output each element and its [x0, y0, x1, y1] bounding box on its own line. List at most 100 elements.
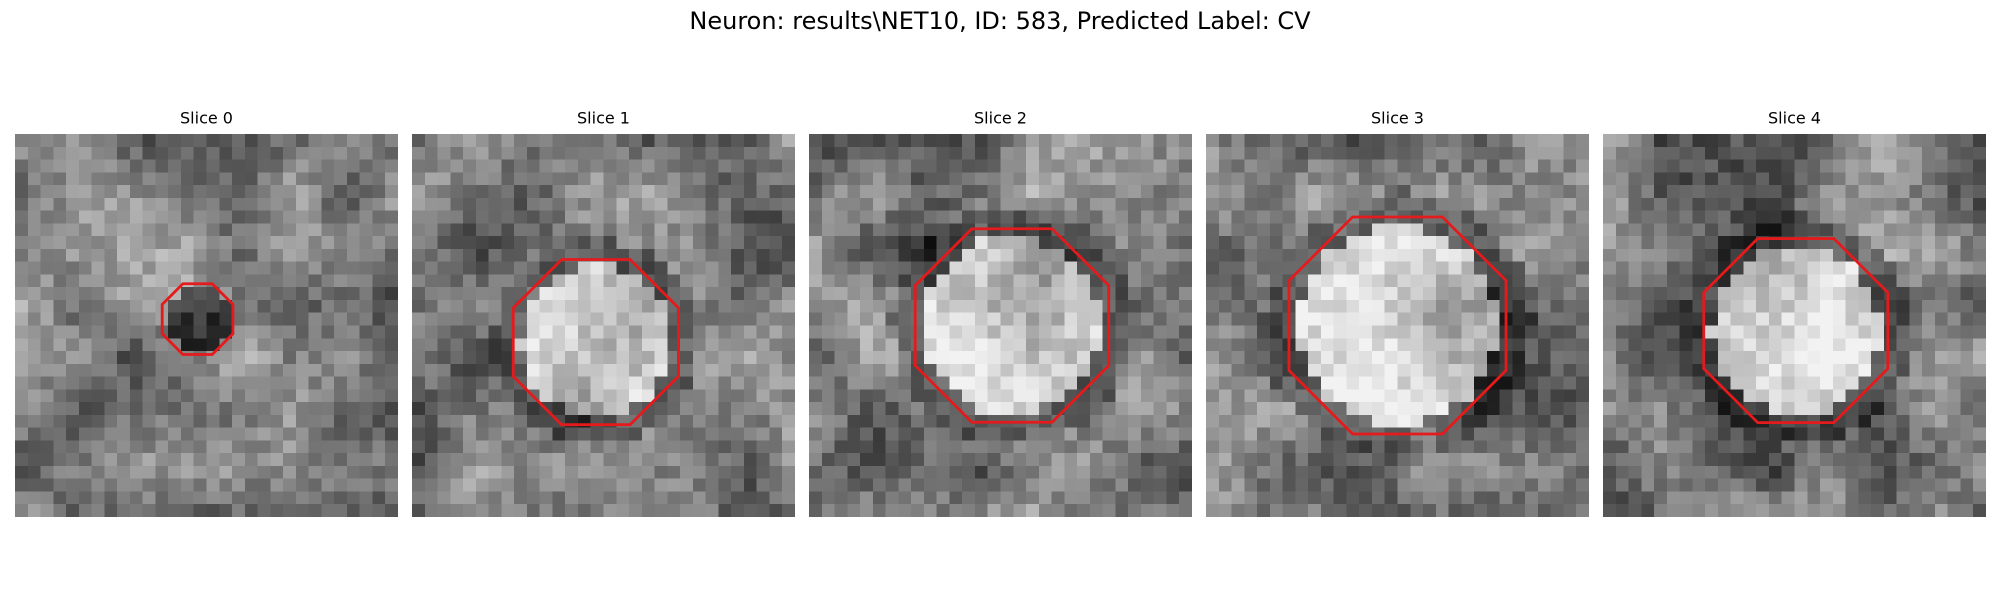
pixel [1435, 478, 1449, 492]
pixel [565, 312, 579, 326]
pixel [1654, 287, 1668, 301]
pixel [1537, 351, 1552, 365]
pixel [1320, 325, 1335, 339]
pixel [1026, 402, 1040, 416]
pixel [1705, 185, 1719, 199]
pixel [412, 325, 426, 339]
pixel [731, 287, 745, 301]
pixel [654, 210, 668, 224]
pixel [424, 197, 438, 211]
pixel [1333, 299, 1347, 314]
pixel [412, 261, 426, 275]
pixel [641, 427, 655, 441]
pixel [1486, 236, 1501, 250]
pixel [834, 299, 848, 314]
pixel [1615, 134, 1629, 148]
pixel [346, 465, 361, 480]
pixel [1641, 478, 1655, 492]
pixel [1486, 363, 1501, 377]
pixel [321, 351, 335, 365]
pixel [885, 159, 899, 173]
pixel [1537, 402, 1552, 416]
pixel [860, 389, 874, 403]
pixel [53, 465, 67, 480]
pixel [987, 274, 1001, 288]
pixel [1140, 453, 1155, 467]
pixel [1679, 465, 1693, 480]
pixel [283, 248, 297, 263]
pixel [1922, 491, 1936, 505]
pixel [1666, 172, 1680, 186]
pixel [1102, 197, 1116, 211]
pixel [1153, 134, 1167, 148]
pixel [629, 427, 643, 441]
pixel [1717, 159, 1732, 173]
pixel [705, 236, 719, 250]
pixel [91, 299, 105, 314]
pixel [1244, 159, 1258, 173]
pixel [412, 172, 426, 186]
pixel [782, 134, 795, 148]
pixel [565, 440, 579, 454]
pixel [1346, 325, 1360, 339]
pixel [1153, 248, 1167, 263]
pixel [756, 504, 770, 517]
pixel [1512, 389, 1526, 403]
pixel [1384, 236, 1398, 250]
pixel [1550, 440, 1564, 454]
pixel [1295, 172, 1309, 186]
pixel [552, 363, 566, 377]
pixel [1871, 376, 1885, 390]
pixel [1206, 427, 1220, 441]
pixel [514, 172, 528, 186]
pixel [244, 197, 258, 211]
pixel [1563, 197, 1577, 211]
pixel [809, 389, 823, 403]
pixel [1013, 236, 1027, 250]
pixel [923, 159, 938, 173]
pixel [142, 274, 156, 288]
pixel [1499, 248, 1513, 263]
pixel [949, 376, 963, 390]
pixel [1269, 146, 1283, 160]
pixel [1166, 363, 1180, 377]
pixel [1922, 274, 1936, 288]
pixel [1537, 172, 1552, 186]
pixel [27, 185, 41, 199]
pixel [1206, 376, 1220, 390]
pixel [270, 236, 284, 250]
pixel [1794, 465, 1808, 480]
pixel [206, 223, 220, 237]
pixel [821, 172, 835, 186]
pixel [1410, 440, 1424, 454]
pixel [1359, 223, 1373, 237]
pixel [1756, 478, 1770, 492]
pixel [1448, 440, 1462, 454]
pixel [308, 440, 322, 454]
pixel [1026, 134, 1040, 148]
pixel [936, 287, 950, 301]
pixel [1308, 146, 1322, 160]
pixel [1128, 491, 1142, 505]
pixel [129, 453, 144, 467]
pixel [1743, 491, 1757, 505]
pixel [1295, 402, 1309, 416]
pixel [142, 440, 156, 454]
pixel [91, 146, 105, 160]
pixel [641, 197, 655, 211]
pixel [270, 338, 284, 352]
pixel [450, 389, 464, 403]
pixel [1499, 146, 1513, 160]
pixel [424, 287, 438, 301]
pixel [91, 440, 105, 454]
pixel [412, 440, 426, 454]
pixel [629, 325, 643, 339]
pixel [1832, 299, 1846, 314]
pixel [1550, 504, 1564, 517]
pixel [1563, 465, 1577, 480]
pixel [1102, 414, 1116, 429]
pixel [257, 274, 271, 288]
pixel [680, 402, 694, 416]
pixel [66, 363, 80, 377]
pixel [1883, 312, 1898, 326]
